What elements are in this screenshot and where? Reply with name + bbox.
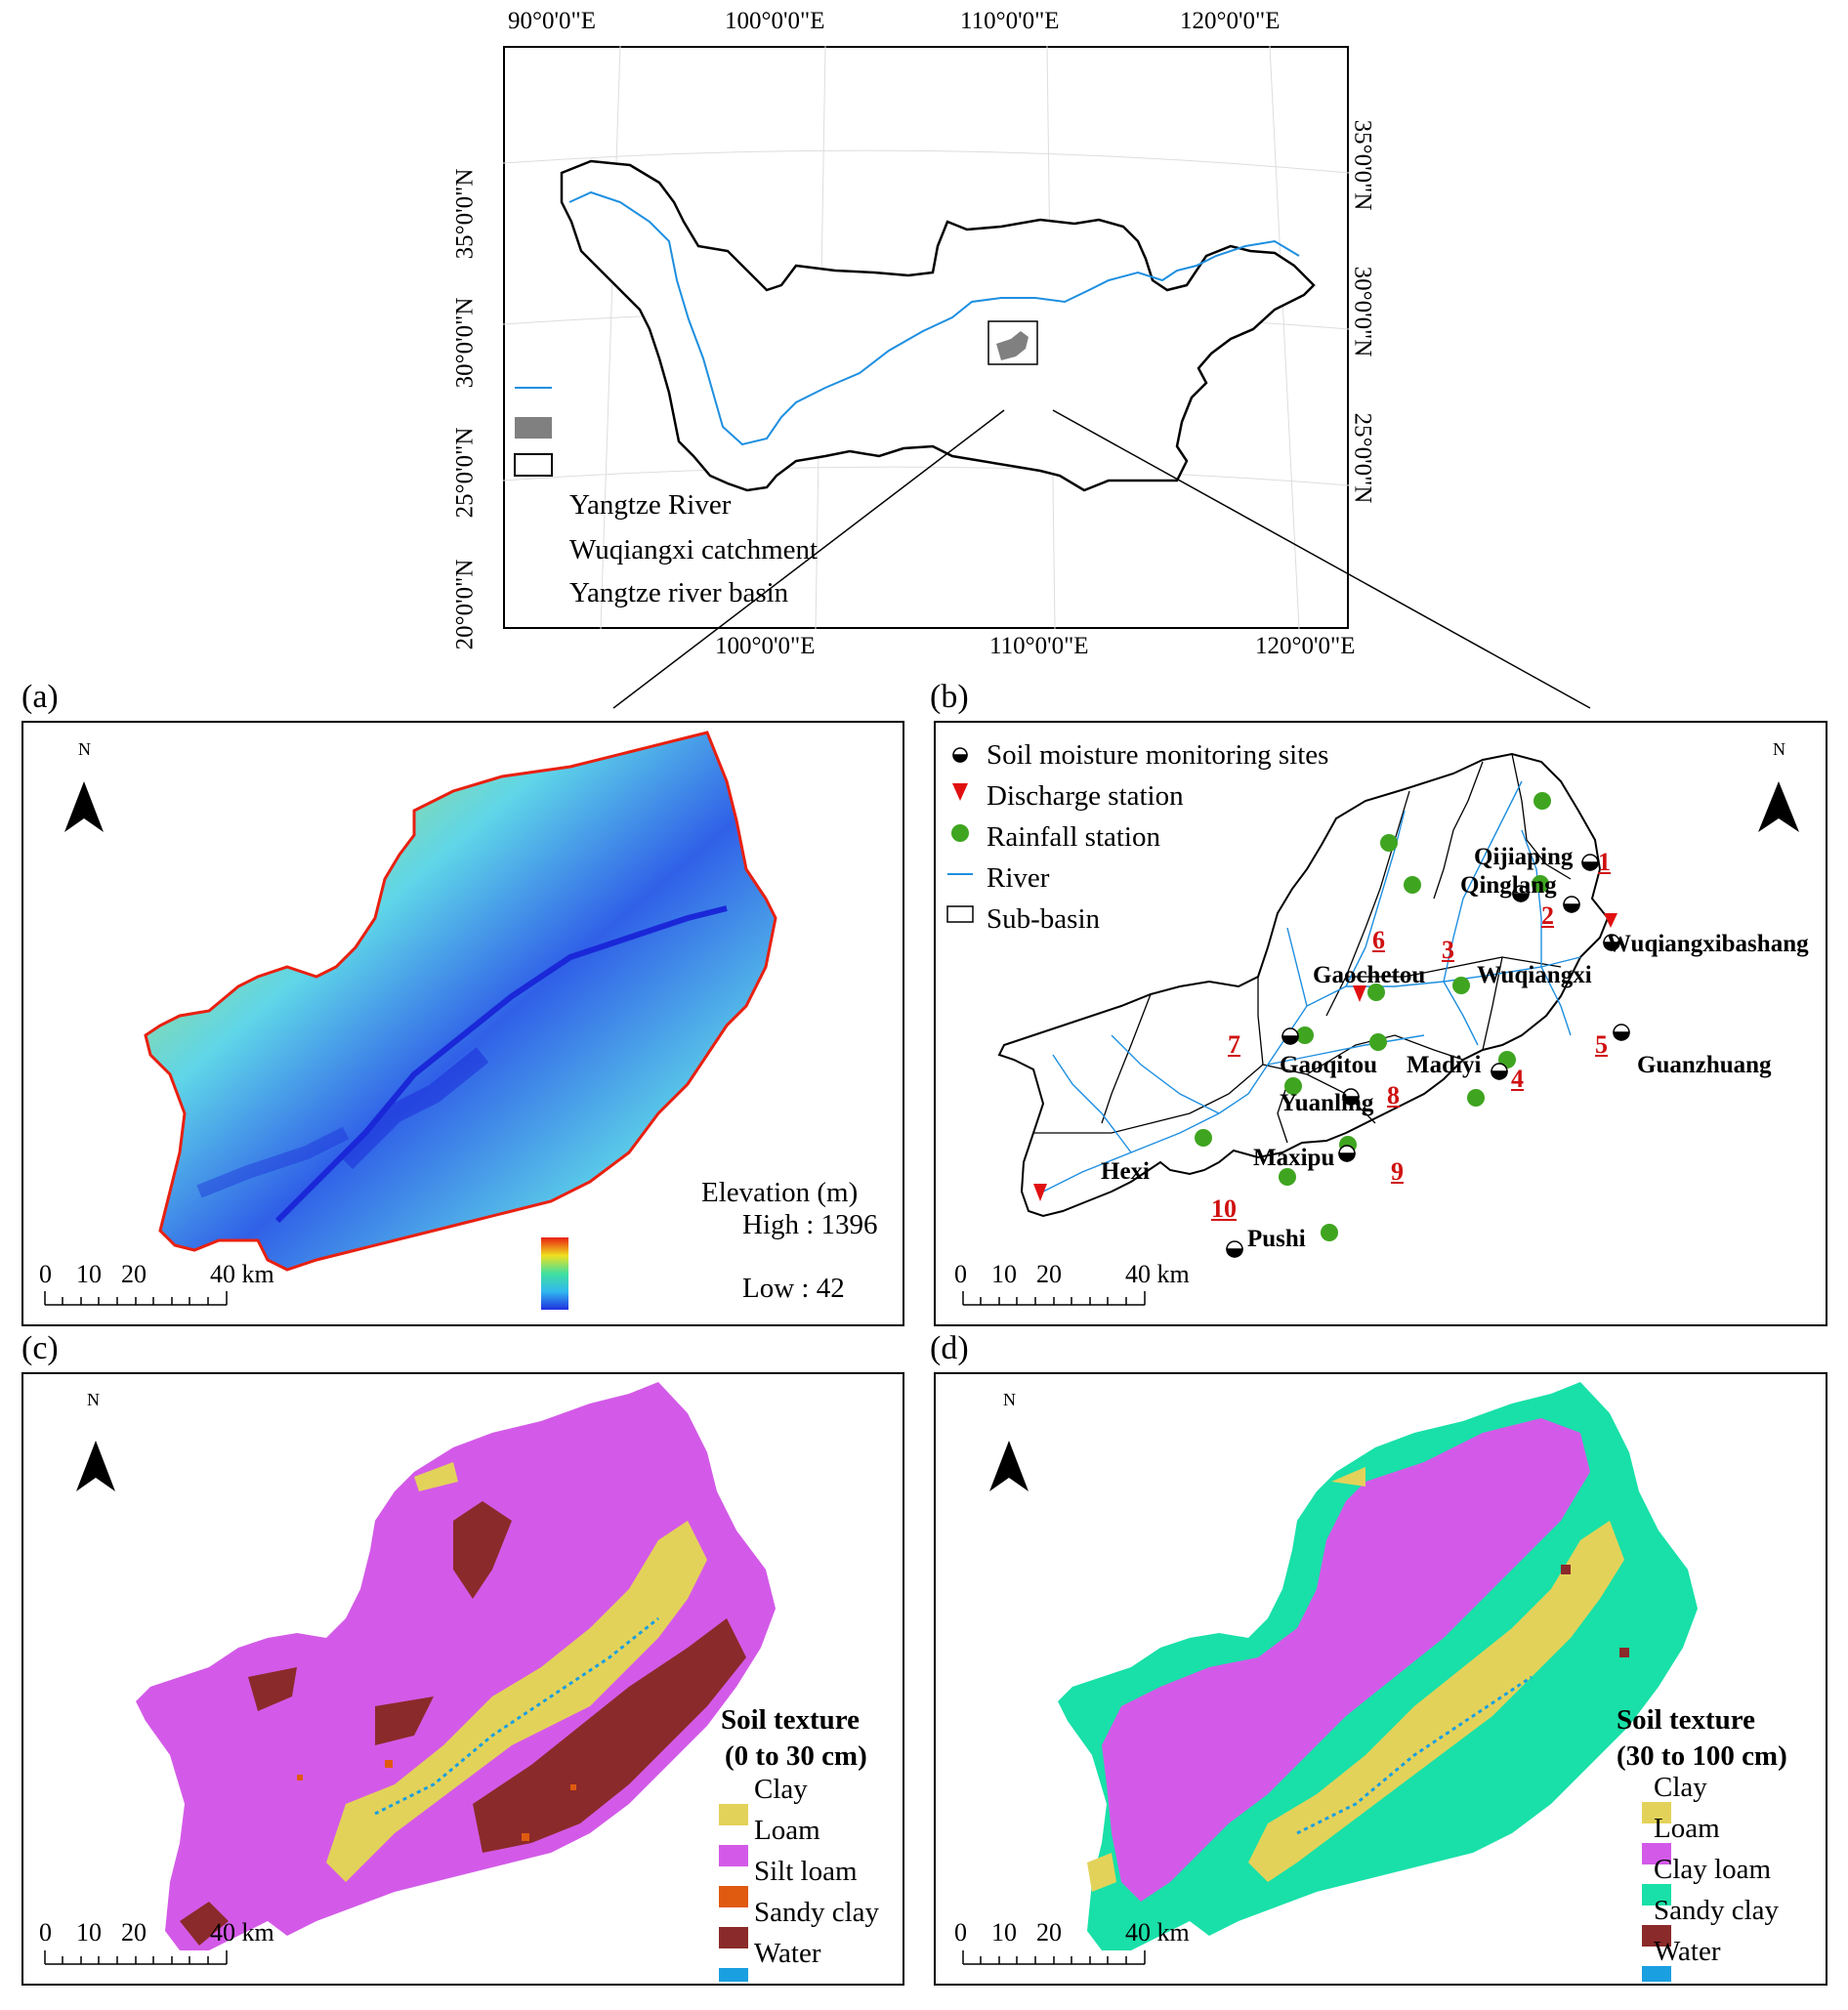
legend-discharge: Discharge station — [987, 780, 1184, 812]
yangtze-basin-outline — [560, 159, 1316, 492]
overview-lon-label: 90°0'0"E — [508, 8, 596, 34]
scale-label: 10 — [76, 1918, 102, 1947]
station-label-gaoqitou: Gaoqitou — [1280, 1052, 1378, 1078]
overview-map-drawing — [503, 46, 1349, 629]
station-label-wuqiangxibashang: Wuqiangxibashang — [1607, 931, 1809, 957]
station-label-madiyi: Madiyi — [1407, 1052, 1482, 1078]
soil-class-silt-loam: Silt loam — [754, 1856, 858, 1887]
scale-label: 20 — [121, 1260, 147, 1288]
overview-lon-label: 110°0'0"E — [989, 633, 1089, 659]
soil-class-clay: Clay — [754, 1774, 808, 1805]
station-label-guanzhuang: Guanzhuang — [1637, 1052, 1772, 1078]
subbasin-number: 7 — [1228, 1030, 1240, 1059]
north-arrow-icon — [64, 781, 104, 832]
soil-class-sandy-clay: Sandy clay — [754, 1897, 880, 1928]
soil-class-water: Water — [1654, 1936, 1721, 1967]
north-label: N — [1003, 1390, 1016, 1409]
panel-a-label: (a) — [21, 679, 59, 715]
subbasin-number: 2 — [1541, 901, 1554, 930]
elevation-legend-title: Elevation (m) — [701, 1177, 859, 1208]
scale-label: 40 km — [1125, 1260, 1190, 1288]
elevation-low-label: Low : 42 — [742, 1273, 845, 1304]
station-label-qijiaping: Qijiaping — [1474, 844, 1574, 870]
scale-label: 0 — [39, 1918, 52, 1947]
wuqiangxi-catchment-shape — [996, 331, 1029, 360]
scale-label: 0 — [39, 1260, 52, 1288]
catchment-elevation-shape — [144, 731, 777, 1272]
soil-texture-map-subsoil — [962, 1382, 1698, 1982]
north-label: N — [87, 1390, 100, 1409]
subbasin-map — [946, 747, 1799, 1306]
legend-river: River — [987, 862, 1050, 894]
soil-legend-title: Soil texture — [1617, 1704, 1756, 1736]
scale-label: 20 — [1036, 1918, 1062, 1947]
north-label: N — [1773, 739, 1785, 759]
panel-c-label: (c) — [21, 1330, 59, 1366]
overview-lon-label: 120°0'0"E — [1255, 633, 1356, 659]
zoom-connector-lines — [612, 409, 1591, 709]
scale-label: 0 — [954, 1260, 967, 1288]
north-arrow-icon — [76, 1441, 115, 1491]
station-label-maxipu: Maxipu — [1253, 1145, 1335, 1171]
scale-label: 40 km — [210, 1260, 274, 1288]
subbasin-number: 4 — [1511, 1065, 1524, 1093]
soil-legend-title: Soil texture — [721, 1704, 861, 1736]
station-label-wuqiangxi: Wuqiangxi — [1477, 962, 1592, 988]
overview-lon-label: 120°0'0"E — [1180, 8, 1281, 34]
scale-label: 40 km — [1125, 1918, 1190, 1947]
overview-lon-label: 100°0'0"E — [725, 8, 825, 34]
soil-texture-map-topsoil — [44, 1382, 776, 1982]
scale-label: 0 — [954, 1918, 967, 1947]
station-label-hexi: Hexi — [1101, 1158, 1150, 1185]
subbasin-number: 10 — [1211, 1194, 1237, 1223]
scale-label: 40 km — [210, 1918, 274, 1947]
subbasin-number: 5 — [1595, 1030, 1608, 1059]
soil-legend-subtitle: (30 to 100 cm) — [1617, 1740, 1787, 1772]
overview-lon-label: 100°0'0"E — [715, 633, 816, 659]
overview-legend-river: Yangtze River — [569, 489, 732, 521]
scale-label: 20 — [121, 1918, 147, 1947]
station-label-gaochetou: Gaochetou — [1313, 962, 1426, 988]
subbasin-number: 9 — [1391, 1157, 1404, 1186]
subbasin-number: 6 — [1372, 926, 1385, 954]
station-label-qinglang: Qinglang — [1460, 872, 1557, 899]
subbasin-number: 3 — [1442, 936, 1454, 964]
legend-rainfall: Rainfall station — [987, 821, 1160, 853]
soil-class-water: Water — [754, 1938, 821, 1969]
legend-subbasin: Sub-basin — [987, 903, 1100, 935]
scale-label: 10 — [76, 1260, 102, 1288]
catchment-box — [987, 320, 1038, 365]
north-arrow-icon — [1758, 781, 1799, 832]
scale-label: 10 — [991, 1260, 1017, 1288]
soil-class-sandy-clay: Sandy clay — [1654, 1895, 1780, 1926]
elevation-high-label: High : 1396 — [742, 1209, 878, 1240]
north-arrow-icon — [989, 1441, 1029, 1491]
subbasin-catchment-outline — [997, 752, 1610, 1218]
soil-class-loam: Loam — [754, 1815, 820, 1846]
soil-class-loam: Loam — [1654, 1813, 1720, 1844]
station-label-yuanling: Yuanling — [1280, 1090, 1374, 1116]
overview-lon-label: 110°0'0"E — [960, 8, 1060, 34]
soil-class-clay-loam: Clay loam — [1654, 1854, 1772, 1885]
scale-label: 20 — [1036, 1260, 1062, 1288]
legend-soil-moisture: Soil moisture monitoring sites — [987, 739, 1329, 771]
yangtze-river-line — [568, 190, 1300, 446]
scale-label: 10 — [991, 1918, 1017, 1947]
soil-class-clay: Clay — [1654, 1772, 1707, 1803]
north-label: N — [78, 739, 91, 759]
subbasin-number: 1 — [1598, 848, 1611, 876]
elevation-legend-bar — [541, 1237, 568, 1310]
subbasin-number: 8 — [1387, 1081, 1400, 1110]
overview-legend-catchment: Wuqiangxi catchment — [569, 534, 819, 565]
station-label-pushi: Pushi — [1247, 1226, 1306, 1252]
panel-d-label: (d) — [930, 1330, 969, 1366]
elevation-map — [44, 731, 777, 1310]
panel-b-label: (b) — [930, 679, 969, 715]
soil-legend-subtitle: (0 to 30 cm) — [725, 1740, 867, 1772]
